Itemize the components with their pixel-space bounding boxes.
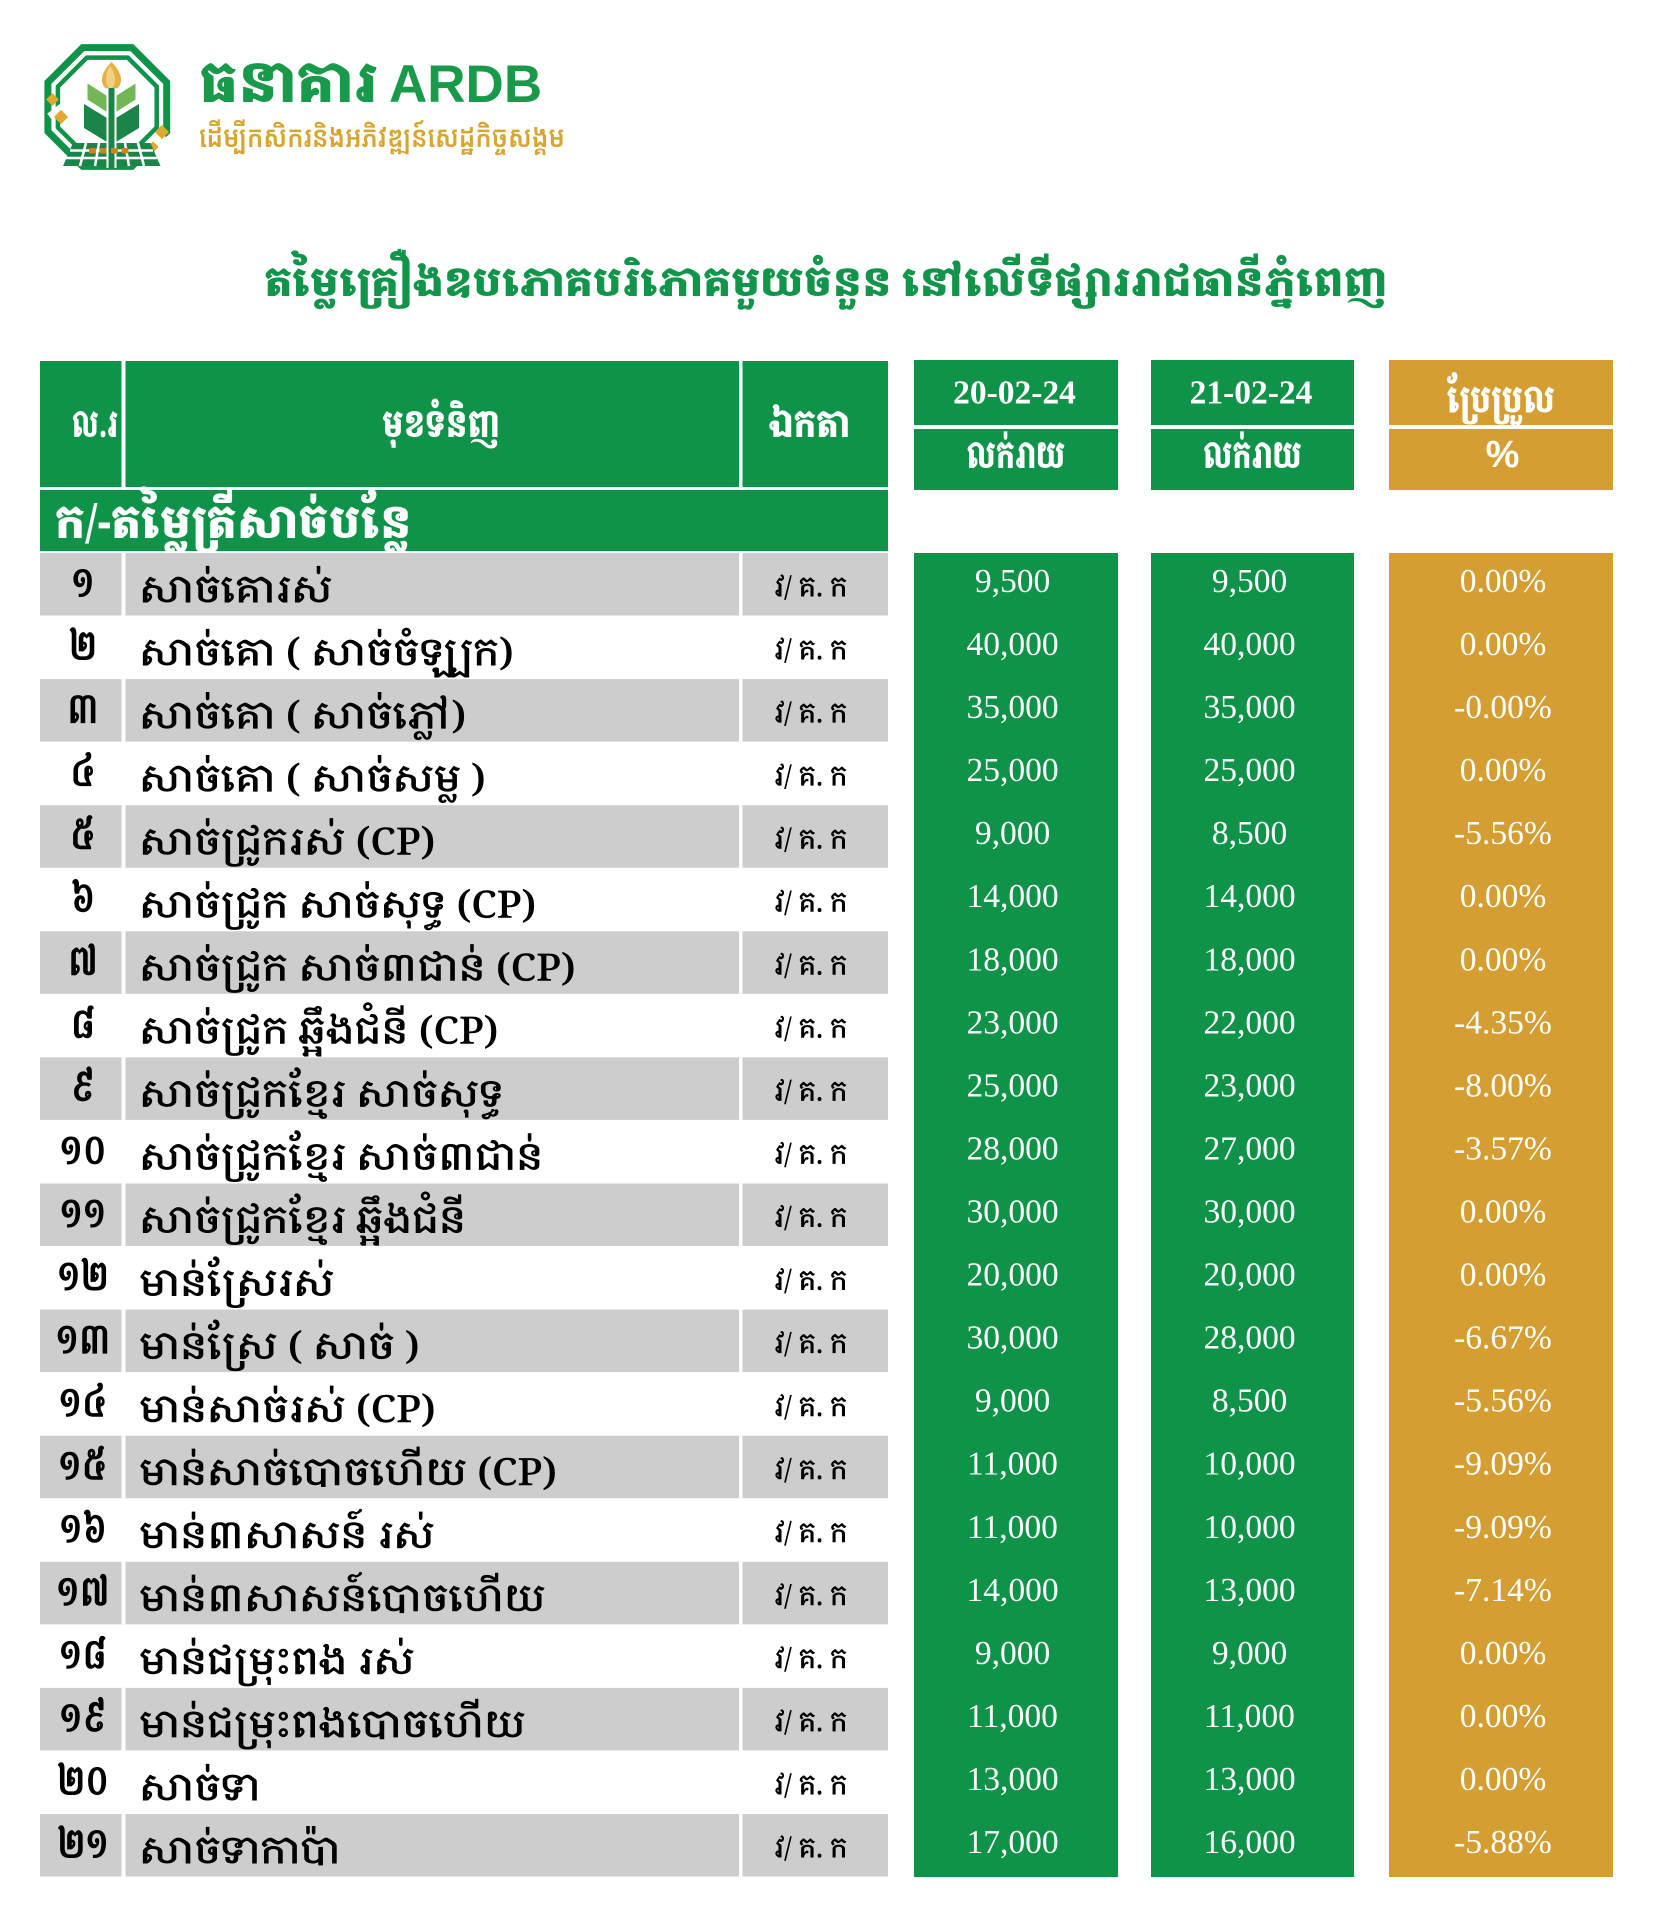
svg-text:25,000: 25,000 <box>1203 752 1295 789</box>
svg-text:40,000: 40,000 <box>1203 626 1295 663</box>
svg-text:-8.00%: -8.00% <box>1454 1067 1552 1104</box>
svg-text:18,000: 18,000 <box>966 941 1058 978</box>
svg-text:-5.56%: -5.56% <box>1454 815 1552 852</box>
svg-text:14,000: 14,000 <box>966 878 1058 915</box>
svg-text:11,000: 11,000 <box>967 1509 1058 1546</box>
svg-text:0.00%: 0.00% <box>1460 878 1547 915</box>
svg-text:17,000: 17,000 <box>966 1824 1058 1861</box>
svg-text:20-02-24: 20-02-24 <box>953 375 1076 412</box>
svg-text:11,000: 11,000 <box>967 1446 1058 1483</box>
svg-text:9,000: 9,000 <box>975 815 1050 852</box>
svg-text:0.00%: 0.00% <box>1460 941 1547 978</box>
svg-text:0.00%: 0.00% <box>1460 626 1547 663</box>
svg-text:28,000: 28,000 <box>966 1130 1058 1167</box>
svg-text:-5.88%: -5.88% <box>1454 1824 1552 1861</box>
svg-text:-3.57%: -3.57% <box>1454 1130 1552 1167</box>
svg-text:-6.67%: -6.67% <box>1454 1320 1552 1357</box>
svg-text:-5.56%: -5.56% <box>1454 1383 1552 1420</box>
svg-text:9,500: 9,500 <box>975 563 1050 600</box>
svg-text:0.00%: 0.00% <box>1460 752 1547 789</box>
svg-text:20,000: 20,000 <box>966 1257 1058 1294</box>
svg-text:27,000: 27,000 <box>1203 1130 1295 1167</box>
svg-text:9,000: 9,000 <box>1212 1635 1287 1672</box>
svg-text:0.00%: 0.00% <box>1460 1635 1547 1672</box>
svg-text:0.00%: 0.00% <box>1460 1194 1547 1231</box>
svg-text:8,500: 8,500 <box>1212 815 1287 852</box>
svg-text:14,000: 14,000 <box>966 1572 1058 1609</box>
svg-text:23,000: 23,000 <box>966 1004 1058 1041</box>
svg-text:18,000: 18,000 <box>1203 941 1295 978</box>
svg-text:-0.00%: -0.00% <box>1454 689 1552 726</box>
svg-text:-9.09%: -9.09% <box>1454 1509 1552 1546</box>
svg-text:0.00%: 0.00% <box>1460 1761 1547 1798</box>
svg-text:10,000: 10,000 <box>1203 1509 1295 1546</box>
svg-text:28,000: 28,000 <box>1203 1320 1295 1357</box>
svg-text:35,000: 35,000 <box>966 689 1058 726</box>
svg-text:23,000: 23,000 <box>1203 1067 1295 1104</box>
svg-text:13,000: 13,000 <box>966 1761 1058 1798</box>
svg-text:11,000: 11,000 <box>967 1698 1058 1735</box>
svg-text:21-02-24: 21-02-24 <box>1190 375 1313 412</box>
svg-text:22,000: 22,000 <box>1203 1004 1295 1041</box>
svg-text:8,500: 8,500 <box>1212 1383 1287 1420</box>
svg-text:-4.35%: -4.35% <box>1454 1004 1552 1041</box>
svg-text:9,000: 9,000 <box>975 1635 1050 1672</box>
svg-text:-7.14%: -7.14% <box>1454 1572 1552 1609</box>
svg-text:35,000: 35,000 <box>1203 689 1295 726</box>
svg-text:40,000: 40,000 <box>966 626 1058 663</box>
svg-text:11,000: 11,000 <box>1204 1698 1295 1735</box>
svg-text:ARDB: ARDB <box>389 55 542 114</box>
svg-text:0.00%: 0.00% <box>1460 563 1547 600</box>
svg-text:%: % <box>1486 434 1520 476</box>
svg-text:0.00%: 0.00% <box>1460 1698 1547 1735</box>
svg-text:0.00%: 0.00% <box>1460 1257 1547 1294</box>
svg-text:9,000: 9,000 <box>975 1383 1050 1420</box>
svg-text:9,500: 9,500 <box>1212 563 1287 600</box>
svg-text:30,000: 30,000 <box>1203 1194 1295 1231</box>
svg-text:13,000: 13,000 <box>1203 1572 1295 1609</box>
svg-text:25,000: 25,000 <box>966 752 1058 789</box>
svg-text:10,000: 10,000 <box>1203 1446 1295 1483</box>
svg-text:30,000: 30,000 <box>966 1194 1058 1231</box>
svg-text:20,000: 20,000 <box>1203 1257 1295 1294</box>
svg-text:14,000: 14,000 <box>1203 878 1295 915</box>
svg-text:30,000: 30,000 <box>966 1320 1058 1357</box>
svg-text:16,000: 16,000 <box>1203 1824 1295 1861</box>
svg-text:25,000: 25,000 <box>966 1067 1058 1104</box>
svg-text:13,000: 13,000 <box>1203 1761 1295 1798</box>
svg-text:-9.09%: -9.09% <box>1454 1446 1552 1483</box>
